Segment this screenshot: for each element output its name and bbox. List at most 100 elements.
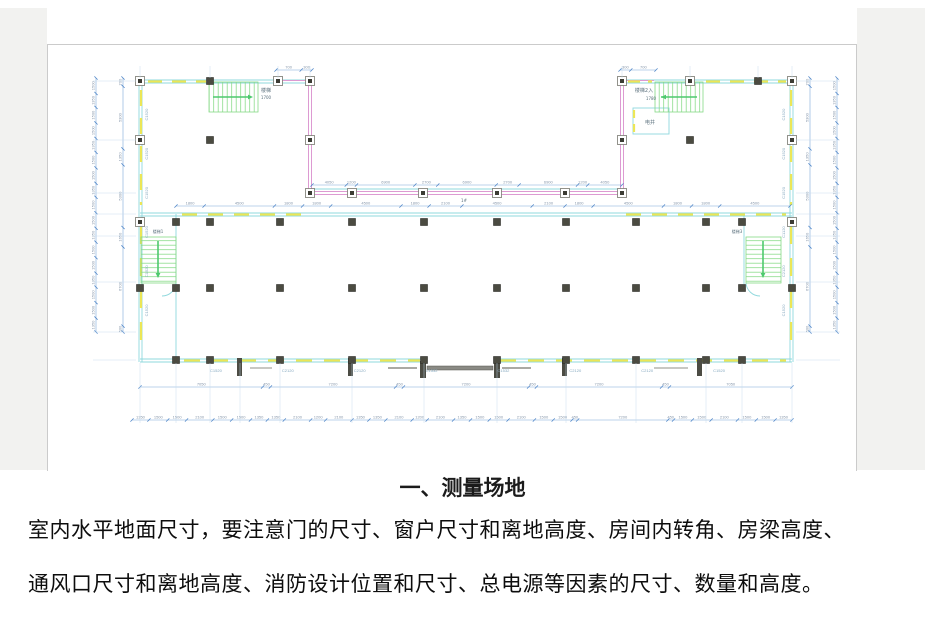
svg-text:1500: 1500 bbox=[761, 414, 771, 419]
svg-text:300: 300 bbox=[303, 64, 310, 69]
stair-bottom-right-label: 楼梯3 bbox=[732, 228, 743, 234]
svg-text:C2120: C2120 bbox=[641, 368, 654, 373]
svg-text:1500: 1500 bbox=[475, 414, 485, 419]
svg-text:7200: 7200 bbox=[618, 414, 628, 419]
svg-text:7200: 7200 bbox=[329, 381, 339, 386]
svg-text:6900: 6900 bbox=[463, 179, 473, 184]
svg-text:1650: 1650 bbox=[804, 232, 809, 242]
svg-text:500: 500 bbox=[117, 325, 122, 332]
stair-top-right-label: 楼梯2入 bbox=[635, 87, 653, 94]
svg-text:1200: 1200 bbox=[578, 179, 588, 184]
svg-text:1350: 1350 bbox=[458, 414, 468, 419]
svg-text:1500: 1500 bbox=[90, 81, 95, 91]
svg-text:1500: 1500 bbox=[831, 155, 836, 165]
svg-text:6700: 6700 bbox=[804, 281, 809, 291]
svg-text:1500: 1500 bbox=[90, 260, 95, 270]
svg-text:700: 700 bbox=[804, 78, 809, 85]
svg-text:6700: 6700 bbox=[117, 281, 122, 291]
svg-text:700: 700 bbox=[117, 78, 122, 85]
svg-text:1800: 1800 bbox=[284, 200, 294, 205]
dim-chain-bottom-long: 1350 1500 1500 2100 1500 1500 1350 1350 2100 1200… bbox=[130, 414, 794, 422]
svg-text:1350: 1350 bbox=[90, 185, 95, 195]
stair-top-left-label: 楼梯 bbox=[261, 87, 271, 94]
svg-text:500: 500 bbox=[804, 325, 809, 332]
svg-text:1650: 1650 bbox=[117, 232, 122, 242]
svg-text:C1520: C1520 bbox=[144, 186, 149, 199]
svg-text:1500: 1500 bbox=[558, 414, 568, 419]
dim-chain-wing-right: 300 700 bbox=[618, 64, 658, 72]
svg-text:1800: 1800 bbox=[411, 200, 421, 205]
svg-text:1350: 1350 bbox=[779, 414, 789, 419]
svg-text:2700: 2700 bbox=[503, 179, 513, 184]
svg-text:1350: 1350 bbox=[90, 95, 95, 105]
svg-text:1350: 1350 bbox=[831, 95, 836, 105]
svg-text:450: 450 bbox=[263, 381, 270, 386]
svg-text:1500: 1500 bbox=[831, 170, 836, 180]
svg-text:4050: 4050 bbox=[325, 179, 335, 184]
svg-text:1500: 1500 bbox=[237, 414, 247, 419]
svg-text:C1520: C1520 bbox=[781, 108, 786, 121]
structural-columns bbox=[135, 76, 797, 364]
svg-text:1350: 1350 bbox=[831, 185, 836, 195]
svg-text:C2120: C2120 bbox=[781, 265, 786, 278]
svg-text:4500: 4500 bbox=[750, 200, 760, 205]
svg-text:C1520: C1520 bbox=[781, 147, 786, 160]
svg-text:1800: 1800 bbox=[701, 200, 711, 205]
svg-text:1500: 1500 bbox=[742, 414, 752, 419]
svg-text:2100: 2100 bbox=[195, 414, 205, 419]
window-codes-left: C1520 C1520 C1520 C1520 C1520 C1520 bbox=[144, 108, 149, 316]
svg-text:1350: 1350 bbox=[117, 152, 122, 162]
dim-chain-wing-left: 700 300 bbox=[274, 64, 314, 72]
svg-text:C1532: C1532 bbox=[426, 368, 439, 373]
svg-text:6900: 6900 bbox=[544, 179, 554, 184]
svg-text:1350: 1350 bbox=[90, 275, 95, 285]
svg-text:1800: 1800 bbox=[312, 200, 322, 205]
svg-text:1350: 1350 bbox=[356, 414, 366, 419]
svg-text:7200: 7200 bbox=[462, 381, 472, 386]
svg-text:7050: 7050 bbox=[726, 381, 736, 386]
svg-text:2100: 2100 bbox=[293, 414, 303, 419]
svg-text:5300: 5300 bbox=[804, 112, 809, 122]
svg-text:1500: 1500 bbox=[90, 110, 95, 120]
svg-text:1350: 1350 bbox=[373, 414, 383, 419]
svg-text:1500: 1500 bbox=[831, 110, 836, 120]
svg-text:700: 700 bbox=[640, 64, 647, 69]
svg-text:1350: 1350 bbox=[254, 414, 264, 419]
svg-text:1500: 1500 bbox=[831, 81, 836, 91]
stairs-top-right bbox=[654, 81, 704, 113]
dim-chain-right-outer: 1500 1350 1500 1500 1350 1500 1500 1350 1500 1500… bbox=[831, 76, 839, 334]
svg-text:6900: 6900 bbox=[381, 179, 391, 184]
svg-text:2100: 2100 bbox=[517, 414, 527, 419]
dim-chain-bottom-mid: 7050 450 7200 450 7200 450 7200 450 7050 bbox=[138, 381, 794, 389]
exterior-walls bbox=[138, 79, 794, 363]
svg-text:1500: 1500 bbox=[90, 170, 95, 180]
svg-text:300: 300 bbox=[622, 64, 629, 69]
window-segments bbox=[139, 80, 793, 362]
svg-text:7200: 7200 bbox=[595, 381, 605, 386]
stair-top-left-dim: 1700 bbox=[261, 95, 272, 100]
svg-text:2100: 2100 bbox=[720, 414, 730, 419]
svg-text:C1520: C1520 bbox=[210, 368, 223, 373]
svg-text:C1520: C1520 bbox=[144, 147, 149, 160]
svg-text:1350: 1350 bbox=[831, 140, 836, 150]
dim-chain-right-inner: 700 5300 1350 5300 1650 6700 500 bbox=[804, 76, 812, 334]
stairs-bottom-left bbox=[140, 236, 177, 284]
svg-text:1500: 1500 bbox=[90, 125, 95, 135]
svg-text:1350: 1350 bbox=[831, 230, 836, 240]
svg-text:1800: 1800 bbox=[673, 200, 683, 205]
window-codes-bottom: C1520 C2120 C2120 C1532 C1532 C2120 C2120 C1520 bbox=[210, 368, 726, 373]
svg-text:4500: 4500 bbox=[493, 200, 503, 205]
svg-text:2100: 2100 bbox=[544, 200, 554, 205]
svg-text:450: 450 bbox=[662, 381, 669, 386]
dim-chain-hall-top: 1800 4500 1800 1800 4500 1800 2100 4500 2100 1800… bbox=[174, 200, 792, 208]
svg-text:C1120: C1120 bbox=[781, 226, 786, 238]
svg-text:1500: 1500 bbox=[831, 215, 836, 225]
svg-text:450: 450 bbox=[571, 414, 578, 419]
svg-text:1350: 1350 bbox=[804, 152, 809, 162]
svg-text:C1520: C1520 bbox=[144, 225, 149, 238]
svg-text:1350: 1350 bbox=[271, 414, 281, 419]
svg-text:4500: 4500 bbox=[624, 200, 634, 205]
svg-text:1500: 1500 bbox=[154, 414, 164, 419]
cad-sheet bbox=[47, 44, 857, 471]
svg-text:1500: 1500 bbox=[494, 414, 504, 419]
